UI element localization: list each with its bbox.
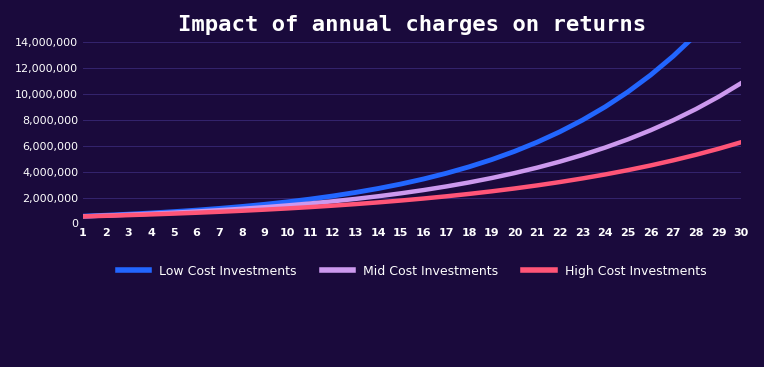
Mid Cost Investments	[283, 203, 292, 208]
Mid Cost Investments	[668, 118, 678, 123]
High Cost Investments	[465, 192, 474, 196]
High Cost Investments	[578, 176, 587, 181]
Mid Cost Investments	[169, 210, 178, 215]
High Cost Investments	[124, 213, 133, 217]
Legend: Low Cost Investments, Mid Cost Investments, High Cost Investments: Low Cost Investments, Mid Cost Investmen…	[113, 259, 711, 283]
Low Cost Investments	[646, 73, 656, 77]
Mid Cost Investments	[419, 188, 428, 192]
Mid Cost Investments	[215, 208, 224, 212]
Mid Cost Investments	[555, 159, 565, 164]
Low Cost Investments	[623, 90, 633, 94]
High Cost Investments	[736, 140, 746, 144]
Mid Cost Investments	[533, 166, 542, 170]
High Cost Investments	[601, 172, 610, 177]
Low Cost Investments	[533, 140, 542, 145]
Mid Cost Investments	[691, 107, 701, 111]
Mid Cost Investments	[124, 212, 133, 217]
High Cost Investments	[283, 206, 292, 211]
Low Cost Investments	[260, 202, 269, 207]
High Cost Investments	[442, 194, 451, 199]
Mid Cost Investments	[578, 153, 587, 157]
High Cost Investments	[374, 200, 383, 204]
Title: Impact of annual charges on returns: Impact of annual charges on returns	[178, 15, 646, 35]
High Cost Investments	[79, 214, 88, 219]
Low Cost Investments	[215, 206, 224, 211]
Mid Cost Investments	[192, 209, 201, 214]
Low Cost Investments	[351, 190, 360, 195]
Low Cost Investments	[601, 105, 610, 109]
High Cost Investments	[147, 212, 156, 217]
Low Cost Investments	[147, 211, 156, 215]
Line: Low Cost Investments: Low Cost Investments	[83, 0, 741, 216]
Mid Cost Investments	[374, 194, 383, 199]
High Cost Investments	[668, 158, 678, 163]
High Cost Investments	[101, 214, 110, 218]
Mid Cost Investments	[260, 205, 269, 210]
Low Cost Investments	[124, 212, 133, 217]
Low Cost Investments	[306, 197, 315, 201]
Mid Cost Investments	[79, 214, 88, 218]
Low Cost Investments	[101, 213, 110, 217]
Mid Cost Investments	[147, 211, 156, 216]
Low Cost Investments	[465, 165, 474, 169]
High Cost Investments	[714, 146, 724, 151]
Mid Cost Investments	[510, 171, 519, 175]
High Cost Investments	[487, 189, 497, 193]
High Cost Investments	[419, 196, 428, 201]
High Cost Investments	[192, 211, 201, 215]
High Cost Investments	[169, 211, 178, 216]
Mid Cost Investments	[601, 145, 610, 150]
Low Cost Investments	[283, 200, 292, 204]
High Cost Investments	[306, 205, 315, 209]
Mid Cost Investments	[736, 81, 746, 85]
Low Cost Investments	[169, 210, 178, 214]
Low Cost Investments	[510, 149, 519, 154]
Low Cost Investments	[691, 32, 701, 37]
Mid Cost Investments	[465, 180, 474, 185]
High Cost Investments	[623, 168, 633, 172]
Low Cost Investments	[578, 118, 587, 122]
High Cost Investments	[260, 207, 269, 212]
Mid Cost Investments	[328, 199, 337, 204]
Low Cost Investments	[442, 171, 451, 175]
Low Cost Investments	[374, 186, 383, 191]
Low Cost Investments	[555, 130, 565, 134]
High Cost Investments	[646, 163, 656, 168]
High Cost Investments	[510, 186, 519, 191]
High Cost Investments	[691, 153, 701, 157]
Mid Cost Investments	[351, 197, 360, 201]
Mid Cost Investments	[487, 176, 497, 180]
Low Cost Investments	[79, 214, 88, 218]
High Cost Investments	[397, 198, 406, 203]
Low Cost Investments	[192, 208, 201, 212]
Low Cost Investments	[714, 8, 724, 13]
High Cost Investments	[351, 202, 360, 206]
Mid Cost Investments	[101, 213, 110, 218]
Mid Cost Investments	[306, 201, 315, 206]
Low Cost Investments	[487, 157, 497, 162]
Mid Cost Investments	[623, 137, 633, 142]
Mid Cost Investments	[397, 191, 406, 196]
Line: Mid Cost Investments: Mid Cost Investments	[83, 83, 741, 216]
Low Cost Investments	[668, 54, 678, 58]
High Cost Investments	[238, 208, 247, 213]
Line: High Cost Investments: High Cost Investments	[83, 142, 741, 217]
Mid Cost Investments	[238, 207, 247, 211]
High Cost Investments	[328, 203, 337, 208]
Low Cost Investments	[238, 204, 247, 209]
High Cost Investments	[215, 210, 224, 214]
Low Cost Investments	[419, 177, 428, 181]
Low Cost Investments	[328, 194, 337, 198]
High Cost Investments	[533, 183, 542, 188]
Low Cost Investments	[397, 182, 406, 186]
Mid Cost Investments	[442, 184, 451, 189]
High Cost Investments	[555, 180, 565, 184]
Mid Cost Investments	[714, 94, 724, 99]
Mid Cost Investments	[646, 128, 656, 132]
